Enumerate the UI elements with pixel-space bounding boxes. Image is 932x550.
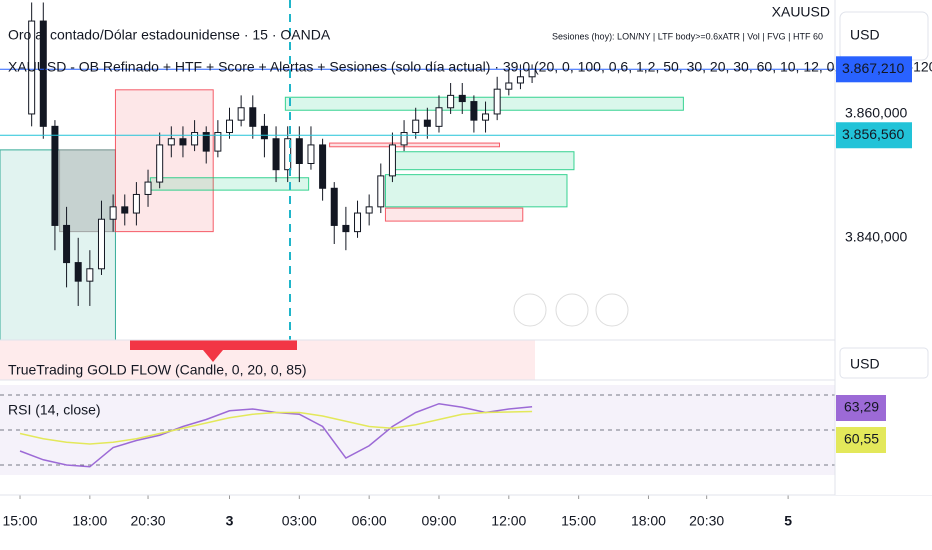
candle-body	[342, 224, 350, 233]
candle-body	[354, 212, 362, 233]
x-tick-label: 06:00	[352, 513, 387, 529]
order-block	[114, 89, 214, 233]
candle-body	[400, 132, 408, 146]
price-label: 3.867,210	[842, 60, 904, 76]
candle-body	[249, 107, 257, 127]
y-tick-label: 3.840,000	[845, 229, 907, 245]
x-tick-label: 15:00	[2, 513, 37, 529]
candle-body	[505, 82, 513, 90]
x-tick-label: 20:30	[689, 513, 724, 529]
candle-body	[516, 76, 524, 84]
candle-body	[377, 175, 385, 208]
y-tick-label: 3.860,000	[845, 105, 907, 121]
candle-body	[260, 125, 268, 140]
x-tick-label: 5	[784, 513, 792, 529]
currency-box[interactable]	[839, 347, 929, 379]
candle-body	[121, 206, 129, 214]
candle-body	[272, 138, 280, 171]
order-block	[59, 149, 116, 233]
event-icon[interactable]	[513, 293, 547, 327]
event-icon[interactable]	[595, 293, 629, 327]
x-tick-label: 03:00	[282, 513, 317, 529]
x-tick-label: 12:00	[491, 513, 526, 529]
candle-body	[330, 187, 338, 226]
candle-body	[167, 138, 175, 146]
currency[interactable]: USD	[850, 27, 880, 43]
candle-body	[63, 224, 71, 264]
price-label-box	[836, 122, 912, 149]
order-block	[329, 142, 500, 148]
indicator-label: TrueTrading GOLD FLOW (Candle, 0, 20, 0,…	[8, 362, 307, 378]
x-tick-label: 18:00	[72, 513, 107, 529]
candle-body	[470, 101, 478, 121]
value-label-box	[836, 395, 886, 421]
candle-body	[109, 206, 117, 220]
order-block	[384, 174, 568, 208]
currency[interactable]: USD	[850, 356, 880, 372]
candle-body	[447, 94, 455, 109]
candle-body	[412, 119, 420, 134]
session-annotation: Sesiones (hoy): LON/NY | LTF body>=0.6xA…	[552, 31, 823, 41]
candle-body	[423, 119, 431, 127]
rsi-title: RSI (14, close)	[8, 402, 101, 418]
candle-body	[458, 94, 466, 103]
order-block	[394, 151, 575, 171]
candle-body	[295, 138, 303, 164]
candle-body	[28, 20, 36, 115]
order-block	[284, 96, 684, 111]
price-label: 3.856,560	[842, 126, 904, 142]
x-tick-label: 09:00	[421, 513, 456, 529]
candle-body	[388, 144, 396, 177]
candle-body	[237, 107, 245, 121]
candle-body	[214, 132, 222, 152]
x-tick-label: 18:00	[631, 513, 666, 529]
candle-body	[493, 88, 501, 115]
candle-body	[202, 132, 210, 152]
value-label: 63,29	[844, 399, 879, 415]
order-block	[149, 177, 310, 191]
candle-body	[86, 268, 94, 282]
flow-marker	[203, 350, 223, 362]
chart-title: Oro al contado/Dólar estadounidense · 15…	[8, 27, 331, 43]
candle-body	[74, 262, 82, 282]
event-icon[interactable]	[555, 293, 589, 327]
candle-body	[156, 144, 164, 183]
value-label-box	[836, 427, 886, 453]
candle-body	[191, 132, 199, 146]
x-tick-label: 3	[226, 513, 234, 529]
candle-body	[482, 113, 490, 121]
value-label: 60,55	[844, 431, 879, 447]
order-block	[384, 207, 524, 222]
candle-body	[132, 193, 140, 214]
indicator-label: XAUUSD - OB Refinado + HTF + Score + Ale…	[8, 59, 932, 75]
symbol: XAUUSD	[772, 4, 830, 20]
candle-body	[435, 107, 443, 127]
candle-body	[97, 218, 105, 270]
candle-body	[179, 138, 187, 146]
candle-body	[365, 206, 373, 214]
candle-body	[51, 125, 59, 226]
candle-body	[39, 20, 47, 127]
candle-body	[144, 181, 152, 195]
rsi-line	[19, 410, 533, 445]
flow-bar	[130, 340, 297, 350]
candle-body	[319, 144, 327, 189]
x-tick-label: 20:30	[131, 513, 166, 529]
candle-body	[226, 119, 233, 134]
candle-body	[307, 144, 315, 164]
x-tick-label: 15:00	[561, 513, 596, 529]
price-label-box	[836, 56, 912, 83]
